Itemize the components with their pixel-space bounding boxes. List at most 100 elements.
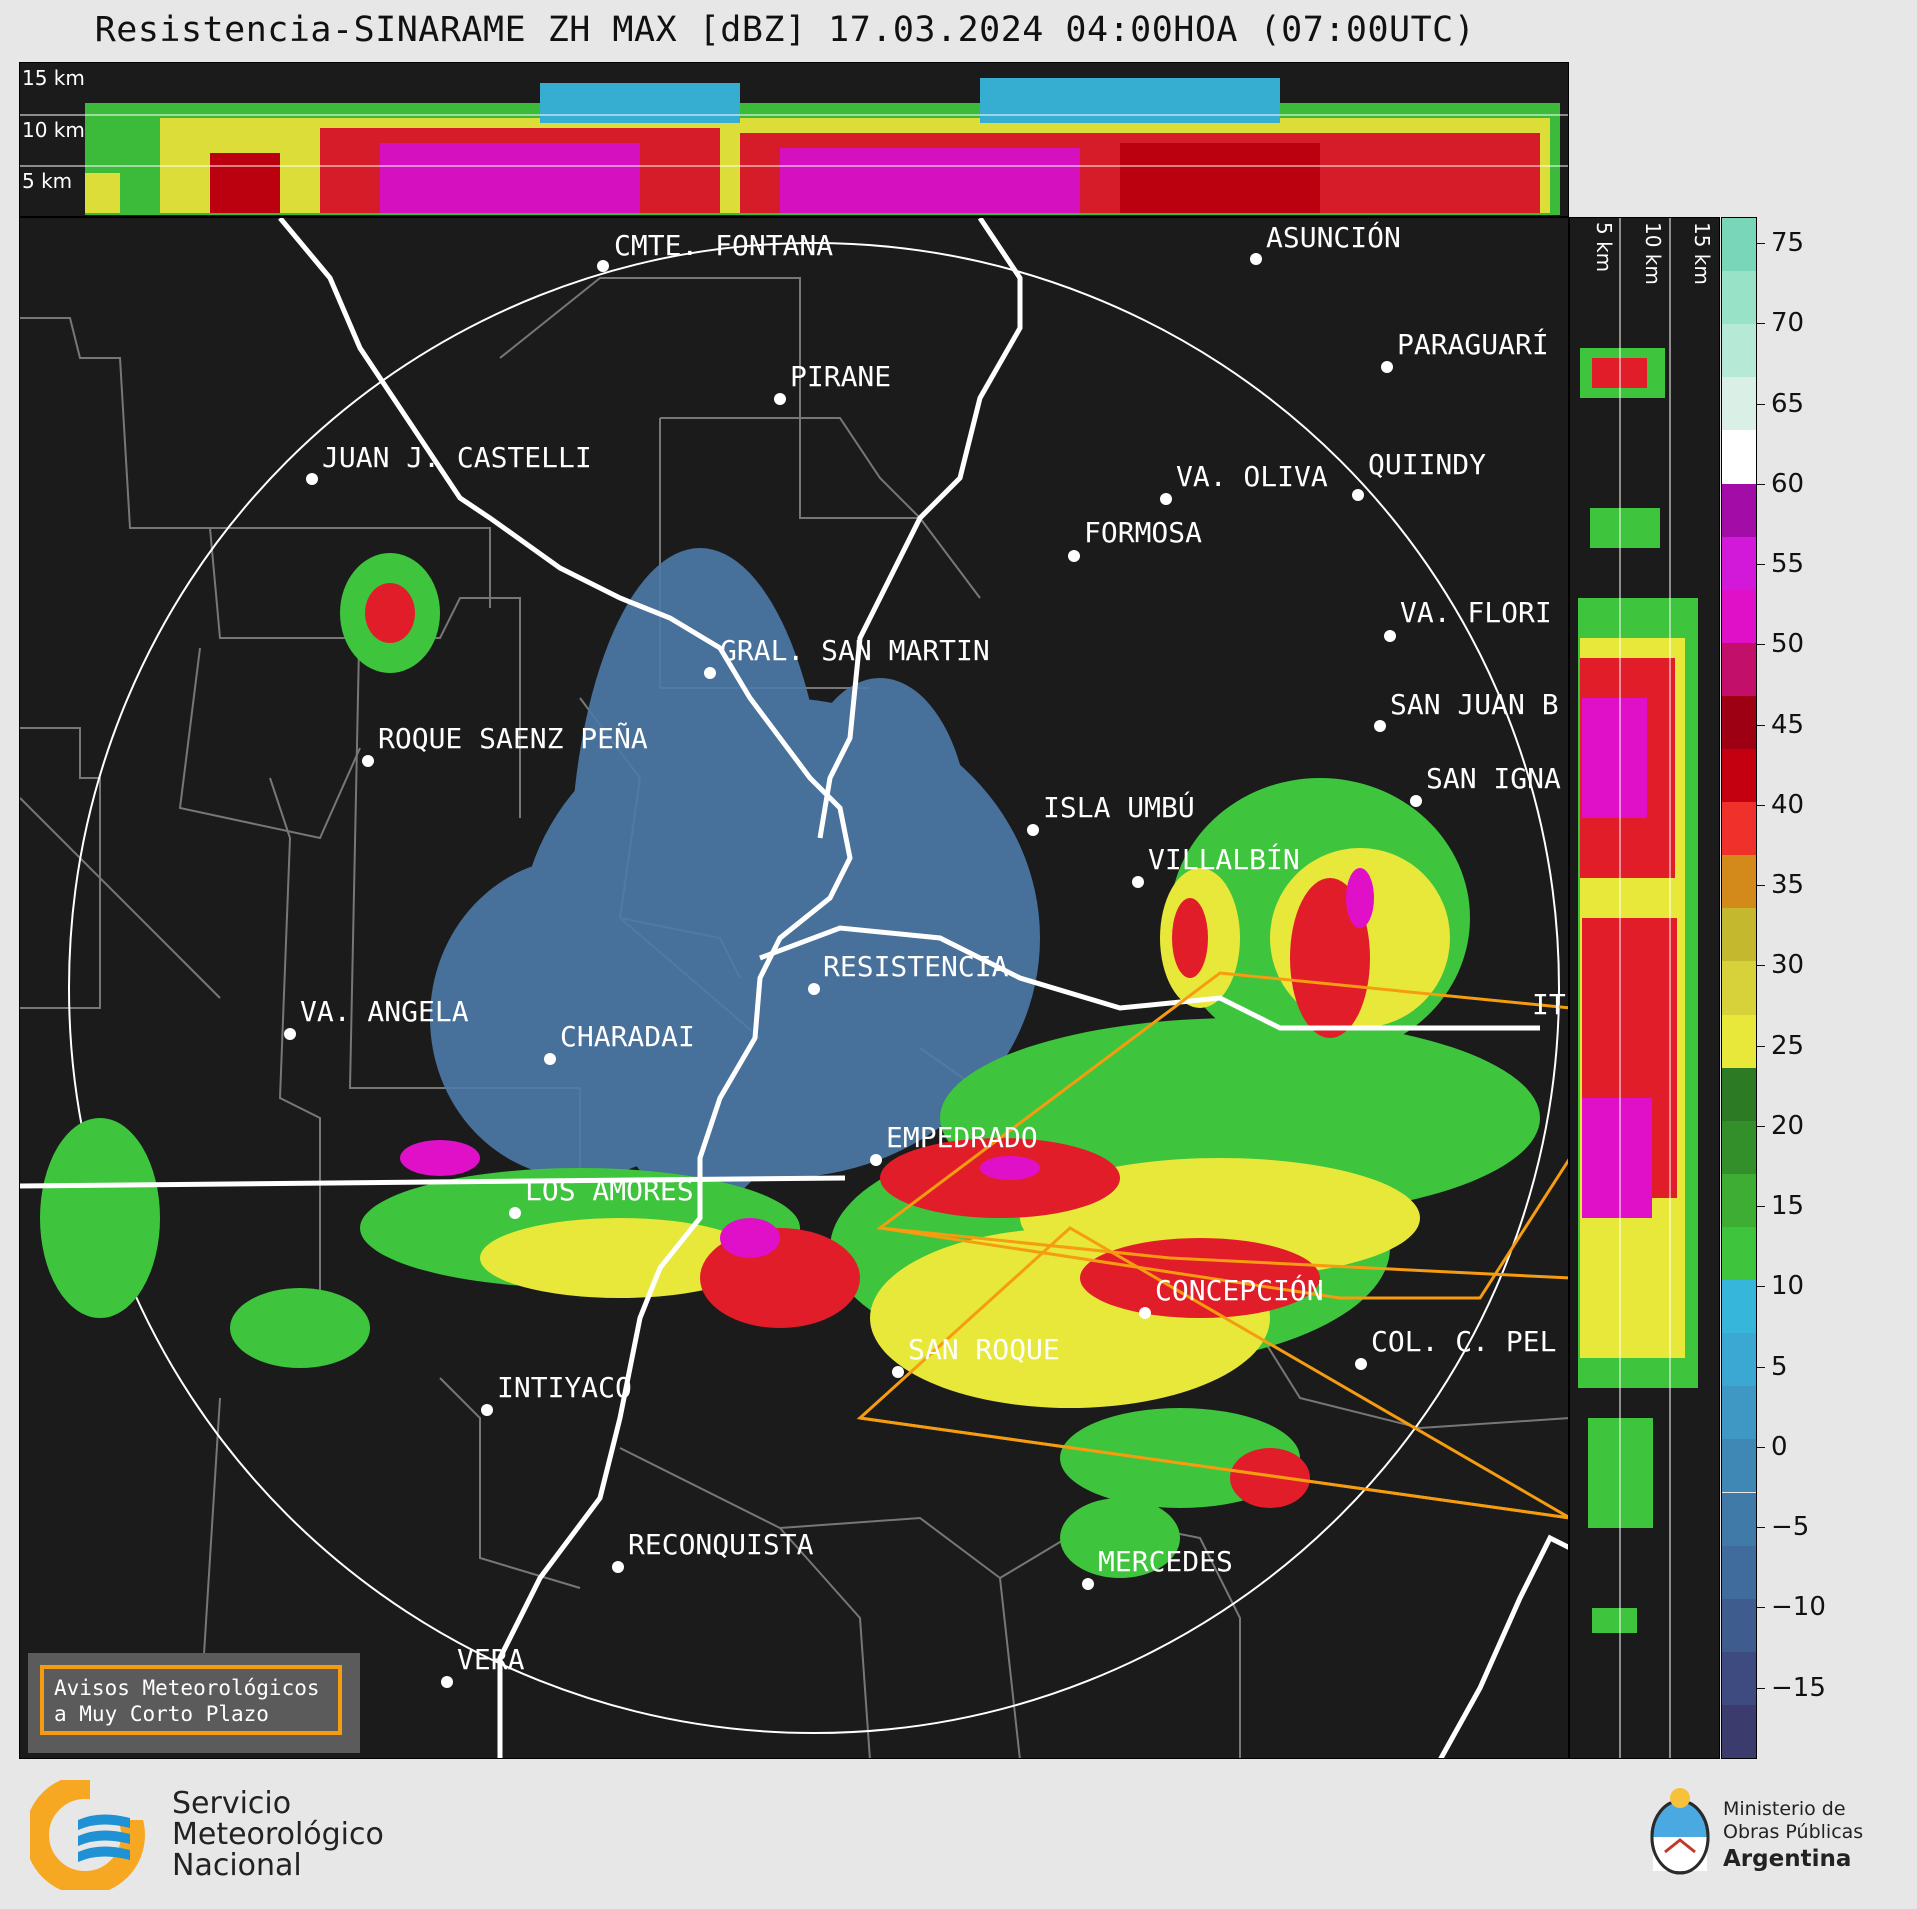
smn-text-2: Meteorológico [172,1817,384,1852]
city-dot [612,1561,624,1573]
colorbar-tick: 20 [1757,1111,1857,1141]
smn-text-3: Nacional [172,1848,302,1883]
city-dot [481,1404,493,1416]
colorbar-tick: 15 [1757,1191,1857,1221]
radar-map: CMTE. FONTANA ASUNCIÓN PARAGUARÍ PIRANE … [19,217,1569,1759]
colorbar-segment [1722,1014,1756,1068]
colorbar-tick: 60 [1757,469,1857,499]
colorbar-segment [1722,1704,1756,1758]
city-label: FORMOSA [1084,516,1203,549]
city-label: GRAL. SAN MARTIN [720,634,990,667]
colorbar-segment [1722,1492,1756,1546]
city-label: VA. ANGELA [300,995,469,1028]
colorbar-segment [1722,1067,1756,1121]
colorbar-tick: 0 [1757,1432,1857,1462]
colorbar-tick: −15 [1757,1673,1857,1703]
city-dot [441,1676,453,1688]
colorbar-segment [1722,1651,1756,1705]
colorbar-segment [1722,1386,1756,1440]
city-label: RECONQUISTA [628,1528,814,1561]
colorbar-tick: −10 [1757,1592,1857,1622]
warnings-legend: Avisos Meteorológicos a Muy Corto Plazo [28,1653,360,1753]
colorbar-segment [1722,1280,1756,1334]
city-label: VA. FLORI [1400,596,1552,629]
colorbar-segment [1722,589,1756,643]
warning-polygons [856,971,1568,1520]
city-label: PIRANE [790,360,892,393]
colorbar-tick: 55 [1757,549,1857,579]
colorbar-segment [1722,1120,1756,1174]
city-label: CONCEPCIÓN [1155,1274,1324,1307]
city-label: LOS AMORES [525,1174,694,1207]
ministry-text-3: Argentina [1723,1846,1852,1872]
smn-emblem-icon [30,1780,160,1890]
storm-cells [40,553,1540,1578]
city-dot [1374,720,1386,732]
city-label: MERCEDES [1098,1545,1233,1578]
city-label: VILLALBÍN [1148,843,1300,876]
province-line [20,1175,846,1189]
smn-logo: Servicio Meteorológico Nacional [30,1780,450,1890]
colorbar-tick: 5 [1757,1352,1857,1382]
city-label: ASUNCIÓN [1266,221,1401,254]
ministry-logo: Ministerio de Obras Públicas Argentina [1645,1782,1905,1892]
city-dot [1250,253,1262,265]
rivers [278,218,1568,1758]
colorbar-tick: 40 [1757,790,1857,820]
city-dot [704,667,716,679]
city-label: CHARADAI [560,1020,695,1053]
colorbar [1721,217,1757,1759]
colorbar-segment [1722,1333,1756,1387]
city-label: ROQUE SAENZ PEÑA [378,722,648,755]
city-dot [808,983,820,995]
colorbar-tick: 50 [1757,629,1857,659]
colorbar-tick: 70 [1757,308,1857,338]
colorbar-tick: 25 [1757,1031,1857,1061]
colorbar-segment [1722,695,1756,750]
colorbar-segment [1722,218,1756,272]
city-dot [284,1028,296,1040]
city-dot [1068,550,1080,562]
ministry-text-2: Obras Públicas [1723,1821,1864,1843]
city-dot [1355,1358,1367,1370]
colorbar-tick: 30 [1757,950,1857,980]
side-echo-band [1578,348,1698,1633]
city-dot [1139,1307,1151,1319]
city-dot [774,393,786,405]
city-label: VERA [457,1643,525,1676]
colorbar-tick: 65 [1757,389,1857,419]
city-label: ISLA UMBÚ [1043,791,1195,824]
colorbar-segment [1722,1545,1756,1599]
city-label: CMTE. FONTANA [614,229,834,262]
colorbar-segment [1722,961,1756,1015]
city-dot [362,755,374,767]
city-dot [870,1154,882,1166]
smn-text-1: Servicio [172,1786,292,1821]
city-label: COL. C. PEL [1371,1325,1557,1358]
legend-line-2: a Muy Corto Plazo [54,1702,269,1726]
radar-map-graphics [20,218,1568,1758]
city-dot [1082,1578,1094,1590]
coat-of-arms-icon [1650,1788,1710,1875]
colorbar-segment [1722,1226,1756,1281]
city-label: IT [1532,988,1566,1021]
city-dot [1352,489,1364,501]
city-dot [544,1053,556,1065]
city-dot [509,1207,521,1219]
range-ring [68,242,1560,1734]
colorbar-segment [1722,1173,1756,1227]
side-height-label-10: 10 km [1641,222,1665,285]
colorbar-segment [1722,802,1756,856]
colorbar-ticks: 75 70 65 60 55 50 45 40 35 30 25 20 15 1… [1757,217,1857,1759]
city-label: JUAN J. CASTELLI [322,441,592,474]
colorbar-segment [1722,1439,1756,1493]
top-cross-section: 15 km 10 km 5 km [19,62,1569,217]
colorbar-segment [1722,324,1756,378]
city-label: PARAGUARÍ [1397,328,1549,361]
city-dot [1410,795,1422,807]
city-dot [597,260,609,272]
colorbar-segment [1722,749,1756,803]
colorbar-segment [1722,1598,1756,1652]
side-height-label-15: 15 km [1690,222,1714,285]
page-title: Resistencia-SINARAME ZH MAX [dBZ] 17.03.… [94,10,1476,50]
